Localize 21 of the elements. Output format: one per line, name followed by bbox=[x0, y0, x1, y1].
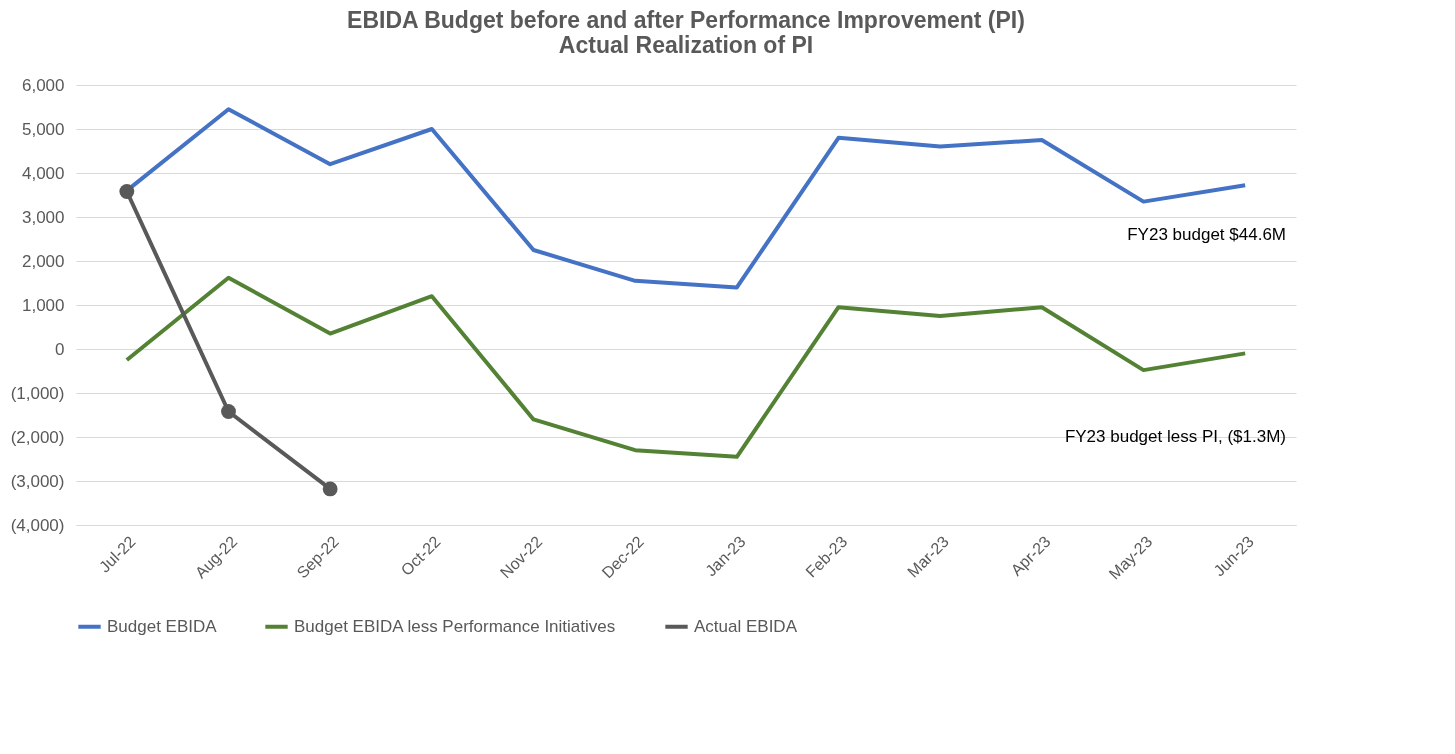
y-tick-label: 5,000 bbox=[21, 119, 65, 139]
y-tick-label: (2,000) bbox=[10, 427, 65, 447]
y-tick-label: 1,000 bbox=[21, 295, 65, 315]
annotation: FY23 budget $44.6M bbox=[1127, 224, 1286, 244]
y-tick-label: 4,000 bbox=[21, 163, 65, 183]
text: EBIDA Budget before and after Performance Improvement (PI) bbox=[347, 7, 1025, 33]
y-tick-label: (4,000) bbox=[10, 515, 65, 535]
y-tick-label: (3,000) bbox=[10, 471, 65, 491]
y-tick-label: 6,000 bbox=[21, 75, 65, 95]
y-tick-label: (1,000) bbox=[10, 383, 65, 403]
legend-label: Actual EBIDA bbox=[694, 616, 798, 636]
y-tick-label: 0 bbox=[55, 339, 65, 359]
annotation: FY23 budget less PI, ($1.3M) bbox=[1064, 427, 1286, 446]
point bbox=[119, 184, 135, 199]
point bbox=[221, 404, 236, 419]
text: Actual Realization of PI bbox=[558, 32, 814, 58]
point bbox=[322, 481, 338, 497]
y-tick-label: 3,000 bbox=[21, 207, 65, 227]
legend-label: Budget EBIDA less Performance Initiatives bbox=[294, 616, 616, 636]
legend-label: Budget EBIDA bbox=[107, 616, 218, 636]
y-tick-label: 2,000 bbox=[21, 251, 65, 271]
